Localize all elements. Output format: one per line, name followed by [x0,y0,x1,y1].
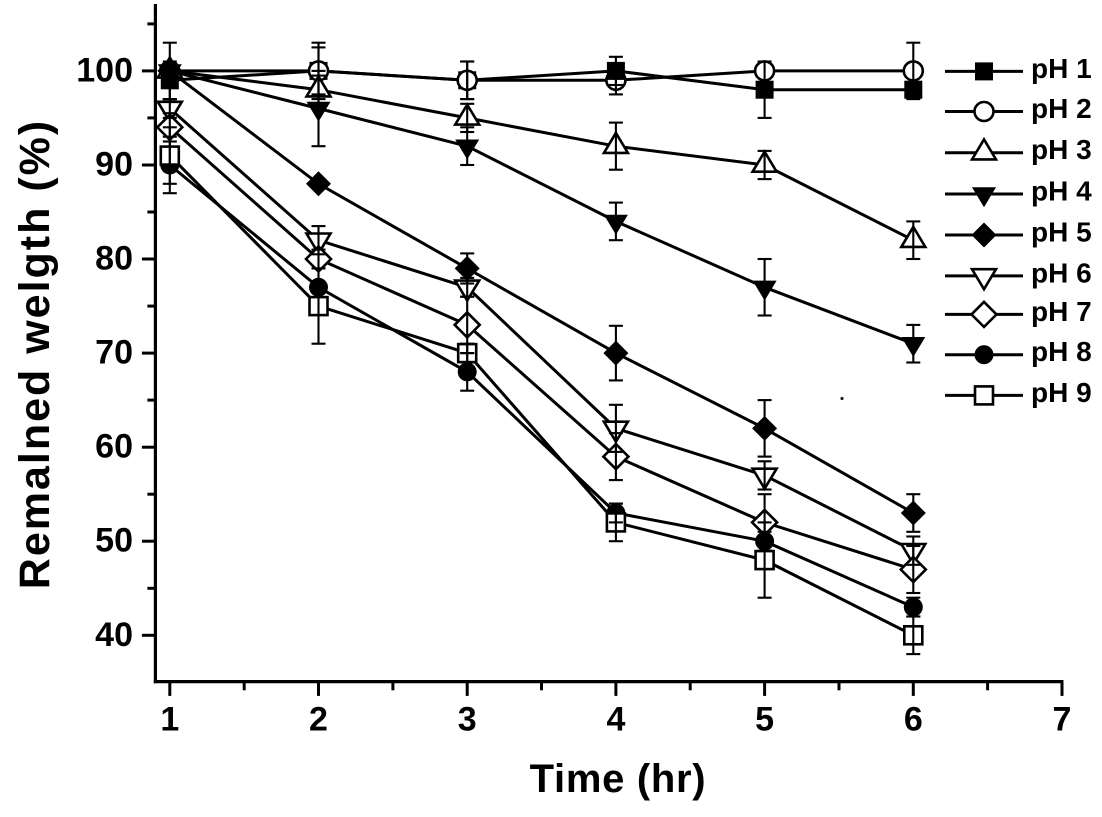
svg-text:4: 4 [606,701,625,739]
svg-text:2: 2 [309,701,328,739]
svg-text:5: 5 [755,701,774,739]
svg-text:pH 4: pH 4 [1031,176,1092,207]
svg-text:pH 5: pH 5 [1031,217,1092,248]
svg-text:40: 40 [95,616,133,654]
svg-text:80: 80 [95,240,133,278]
svg-text:1: 1 [160,701,179,739]
svg-text:Remalned welgth (%): Remalned welgth (%) [11,119,59,589]
svg-text:3: 3 [458,701,477,739]
svg-text:pH 6: pH 6 [1031,257,1092,288]
svg-text:7: 7 [1053,701,1072,739]
svg-text:90: 90 [95,146,133,184]
svg-text:pH 3: pH 3 [1031,134,1092,165]
svg-text:Time (hr): Time (hr) [530,757,707,801]
svg-text:100: 100 [76,51,133,89]
svg-text:pH 8: pH 8 [1031,336,1092,367]
svg-text:pH 2: pH 2 [1031,93,1092,124]
svg-text:pH 1: pH 1 [1031,53,1092,84]
svg-text:pH 7: pH 7 [1031,296,1092,327]
svg-text:50: 50 [95,522,133,560]
svg-text:60: 60 [95,428,133,466]
svg-text:70: 70 [95,334,133,372]
svg-text:6: 6 [904,701,923,739]
svg-text:pH 9: pH 9 [1031,377,1092,408]
